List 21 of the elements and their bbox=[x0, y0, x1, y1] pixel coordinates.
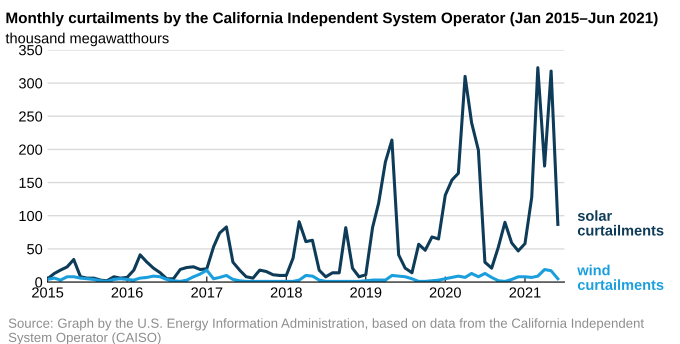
y-tick-label: 100 bbox=[20, 210, 42, 222]
series-label: wind curtailments bbox=[577, 264, 664, 290]
x-tick-label: 2018 bbox=[270, 287, 302, 298]
y-tick-label: 0 bbox=[35, 277, 42, 288]
y-tick-label: 150 bbox=[20, 178, 42, 188]
y-tick-label: 50 bbox=[27, 244, 42, 254]
x-tick-label: 2020 bbox=[430, 287, 461, 298]
chart-title: Monthly curtailments by the California Independent System Operator (Jan 2015–Jun 2021) bbox=[6, 12, 658, 26]
line-series bbox=[48, 66, 560, 282]
x-tick-label: 2021 bbox=[509, 287, 540, 298]
y-tick-label: 250 bbox=[19, 111, 42, 122]
x-tick-label: 2015 bbox=[32, 287, 64, 298]
y-axis-title: thousand megawatthours bbox=[6, 32, 169, 46]
series-label: solar curtailments bbox=[578, 210, 664, 236]
line-series bbox=[48, 268, 560, 282]
x-tick-label: 2017 bbox=[191, 287, 222, 298]
y-tick-label: 200 bbox=[19, 144, 42, 155]
y-tick-label: 350 bbox=[18, 44, 42, 56]
y-tick-label: 300 bbox=[18, 78, 42, 88]
x-tick-label: 2019 bbox=[350, 287, 382, 298]
x-tick-label: 2016 bbox=[112, 287, 143, 298]
